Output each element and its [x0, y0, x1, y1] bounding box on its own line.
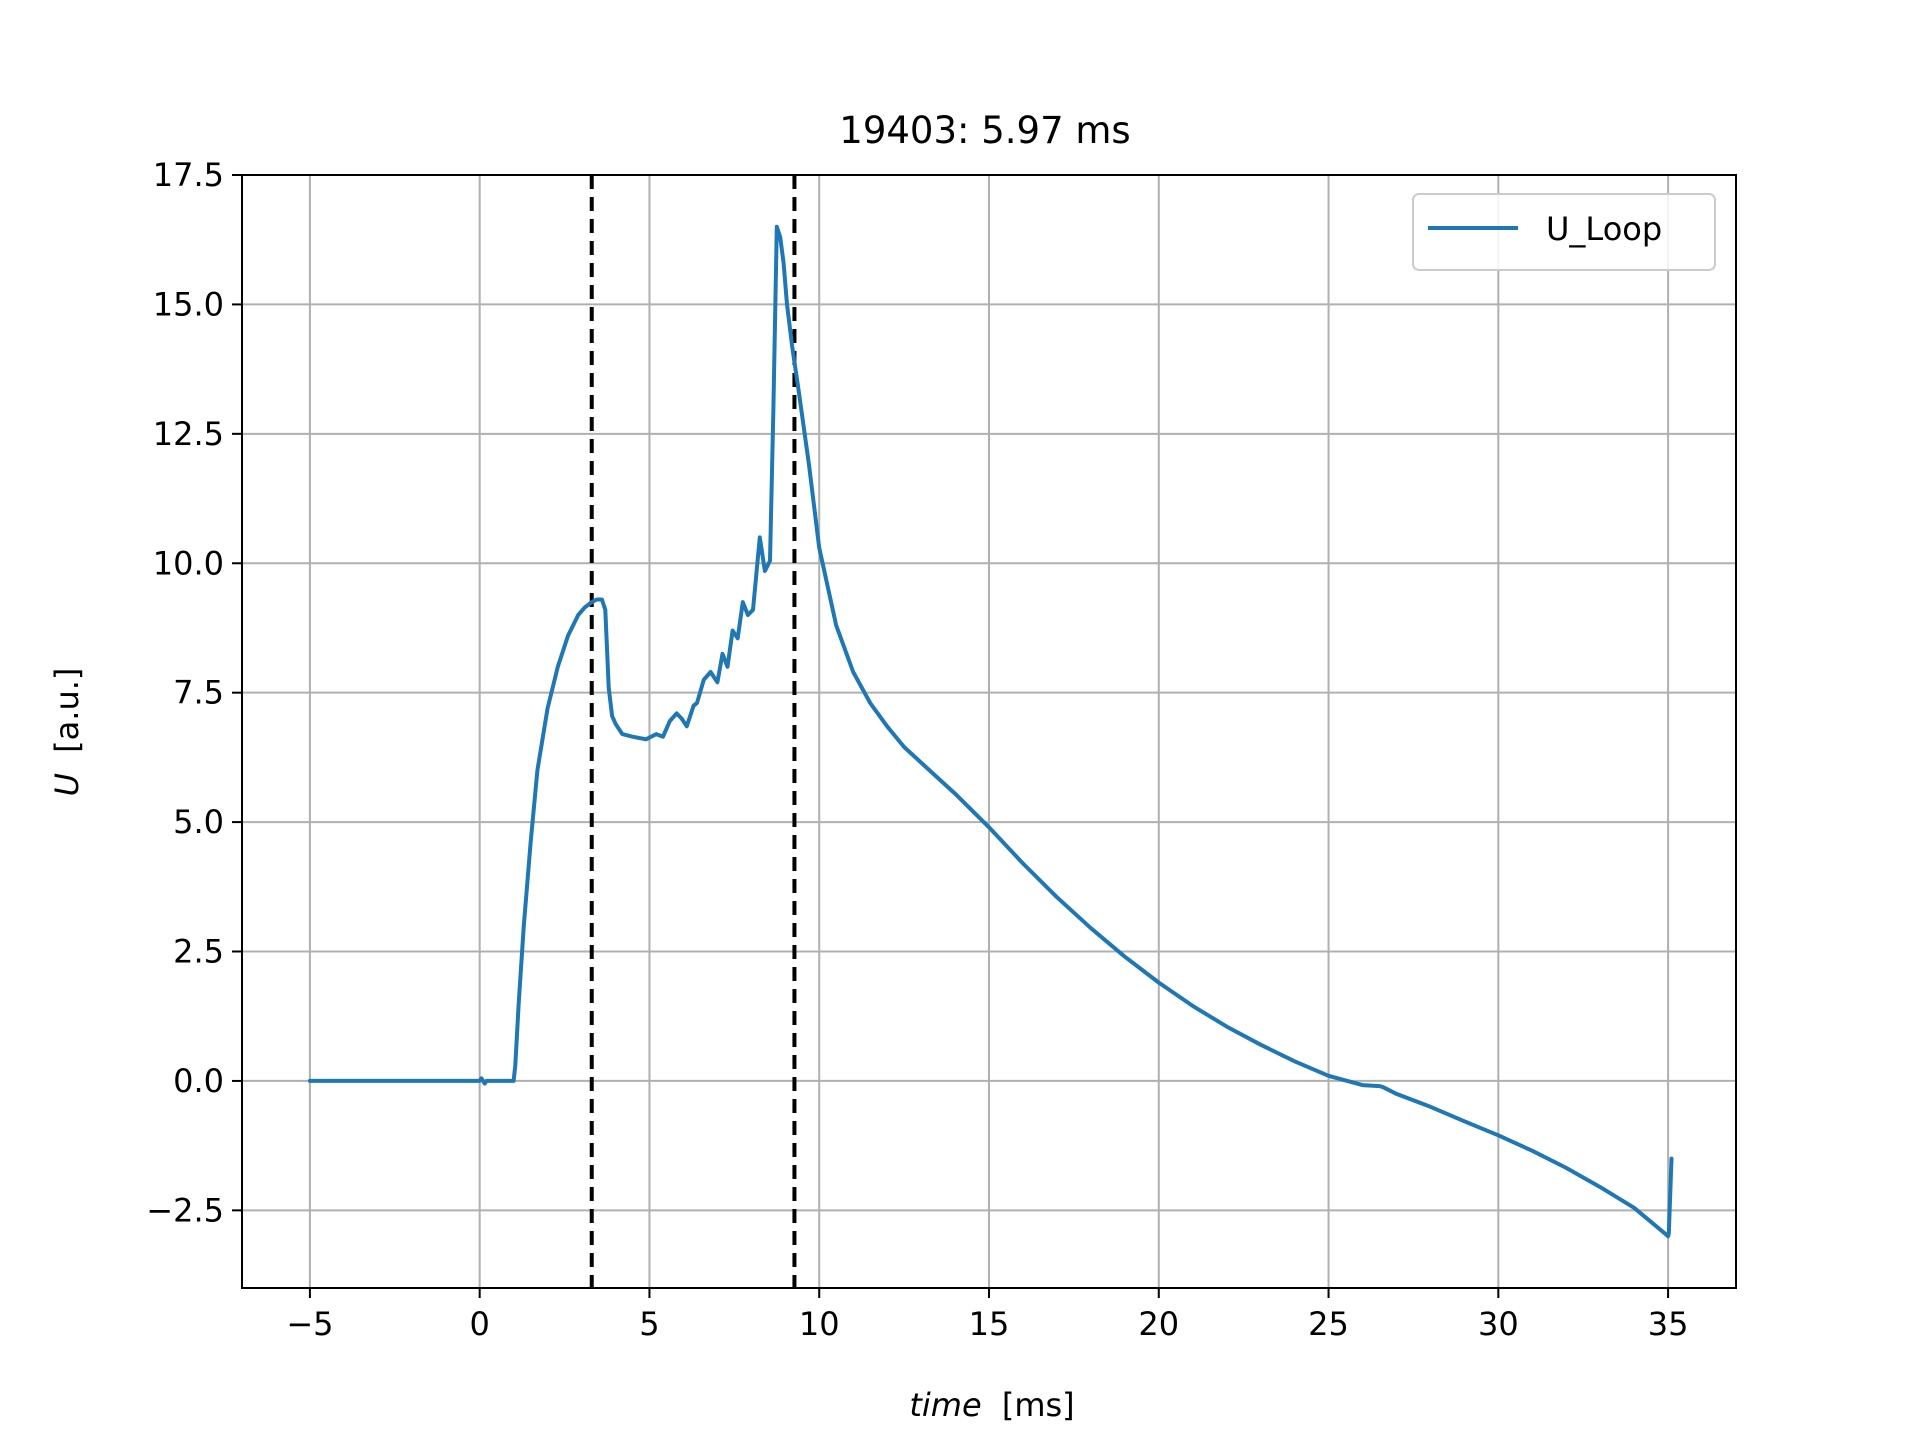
x-tick-label: 30 [1478, 1305, 1519, 1343]
y-axis-label-italic: U [48, 773, 86, 796]
legend-label: U_Loop [1546, 210, 1662, 248]
x-tick-label: 35 [1648, 1305, 1689, 1343]
x-tick-label: 0 [470, 1305, 490, 1343]
legend: U_Loop [1412, 193, 1716, 271]
x-tick-label: 15 [969, 1305, 1010, 1343]
y-tick-label: −2.5 [146, 1191, 224, 1229]
x-tick-label: 10 [799, 1305, 840, 1343]
y-tick-label: 2.5 [173, 933, 224, 971]
tick-layer: −5 0 5 10 15 20 25 30 35 −2.5 0.0 2.5 5.0 7.5 10.0 12.5… [146, 156, 1688, 1343]
y-tick-label: 0.0 [173, 1062, 224, 1100]
y-axis-label: U [a.u.] [48, 668, 86, 797]
y-tick-label: 7.5 [173, 674, 224, 712]
series-layer [307, 224, 1674, 1239]
x-tick-label: −5 [286, 1305, 333, 1343]
x-axis-label: time [ms] [909, 1386, 1074, 1424]
legend-box [1412, 193, 1716, 271]
y-tick-label: 12.5 [153, 415, 224, 453]
y-tick-label: 17.5 [153, 156, 224, 194]
x-axis-label-italic: time [909, 1386, 981, 1424]
x-axis-label-unit: [ms] [1002, 1386, 1075, 1424]
x-tick-label: 25 [1308, 1305, 1349, 1343]
chart-title: 19403: 5.97 ms [839, 109, 1130, 152]
grid-layer [242, 174, 1736, 1288]
y-axis-label-unit: [a.u.] [48, 668, 86, 753]
y-tick-label: 10.0 [153, 544, 224, 582]
x-tick-label: 20 [1138, 1305, 1179, 1343]
series-line-u-loop [307, 224, 1674, 1239]
x-tick-label: 5 [639, 1305, 659, 1343]
y-tick-label: 15.0 [153, 285, 224, 323]
y-tick-label: 5.0 [173, 803, 224, 841]
